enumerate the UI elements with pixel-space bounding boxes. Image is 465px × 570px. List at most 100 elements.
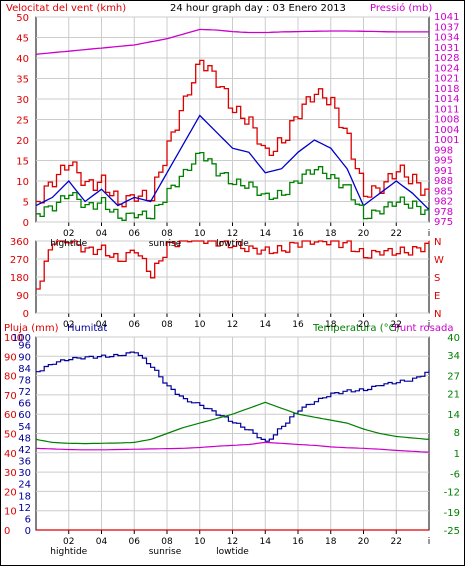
hour-label: 14 — [260, 320, 272, 330]
wind-direction-line — [36, 240, 430, 290]
temperature-tick-label: 40 — [447, 333, 460, 344]
temperature-tick-label: -6 — [450, 470, 460, 481]
humidity-tick-label: 18 — [18, 491, 31, 502]
humidity-tick-label: 72 — [18, 387, 31, 398]
hour-label: 18 — [325, 320, 337, 330]
hour-label: 06 — [129, 320, 141, 330]
event-label-sunrise: sunrise — [149, 547, 182, 557]
hour-label: 04 — [96, 320, 108, 330]
hour-label: i — [428, 537, 431, 547]
rain-tick-label: 50 — [4, 430, 17, 441]
hour-label: 02 — [63, 320, 74, 330]
hour-label: 14 — [260, 229, 272, 239]
rain-tick-label: 30 — [4, 468, 17, 479]
pressure-tick-label: 995 — [434, 156, 453, 167]
rain-tick-label: 40 — [4, 449, 17, 460]
pressure-tick-label: 998 — [434, 145, 453, 156]
hour-label: 02 — [63, 229, 74, 239]
humidity-tick-label: 24 — [18, 480, 31, 491]
wind-tick-label: 5 — [23, 198, 29, 209]
humidity-tick-label: 36 — [18, 457, 31, 468]
axis-ticks: 0510152025303540455097597898298598899199… — [4, 12, 460, 537]
rain-tick-label: 90 — [4, 352, 17, 363]
pressure-tick-label: 1037 — [434, 22, 459, 33]
humidity-title: Humitat — [67, 323, 107, 334]
temperature-tick-label: 14 — [447, 410, 460, 421]
pressure-tick-label: 1041 — [434, 12, 459, 23]
wind-title: Velocitat del vent (kmh) — [6, 3, 126, 14]
temperature-tick-label: 21 — [447, 389, 460, 400]
hour-label: 16 — [292, 229, 304, 239]
pressure-tick-label: 982 — [434, 197, 453, 208]
hour-label: 08 — [161, 320, 173, 330]
humidity-tick-label: 6 — [25, 514, 31, 525]
event-label-sunrise: sunrise — [149, 239, 182, 249]
hour-label: 04 — [96, 229, 108, 239]
rain-tick-label: 70 — [4, 391, 17, 402]
humidity-tick-label: 78 — [18, 375, 31, 386]
wind-tick-label: 0 — [23, 218, 29, 229]
hour-label: 18 — [325, 537, 337, 547]
humidity-tick-label: 96 — [18, 341, 31, 352]
hour-label: 04 — [96, 537, 108, 547]
temperature-line — [35, 401, 430, 445]
hour-label: i — [428, 229, 431, 239]
hour-label: i — [428, 320, 431, 330]
rain-tick-label: 100 — [4, 333, 23, 344]
wind-tick-label: 30 — [16, 95, 29, 106]
temperature-tick-label: -12 — [444, 487, 460, 498]
pressure-tick-label: 978 — [434, 207, 453, 218]
humidity-tick-label: 42 — [18, 445, 31, 456]
hour-label: 22 — [391, 229, 402, 239]
wind-gust-line — [36, 59, 430, 208]
hour-label: 10 — [194, 320, 206, 330]
compass-tick-label: N — [434, 237, 441, 248]
humidity-tick-label: 90 — [18, 352, 31, 363]
rain-title: Pluja (mm) — [4, 323, 59, 334]
pressure-tick-label: 1001 — [434, 135, 459, 146]
event-label-lowtide: lowtide — [216, 239, 249, 249]
direction-tick-label: 180 — [10, 273, 29, 284]
hour-label: 08 — [161, 229, 173, 239]
hour-label: 22 — [391, 537, 402, 547]
temperature-title: Temperatura (°C) — [312, 323, 400, 334]
temperature-tick-label: -19 — [444, 508, 460, 519]
time-axis-labels: 02 04 06 08 10 12 14 16 18 20 22 i hightide sunrise lo… — [50, 229, 430, 557]
wind-tick-label: 35 — [16, 75, 29, 86]
pressure-tick-label: 1034 — [434, 33, 459, 44]
pressure-tick-label: 1011 — [434, 104, 459, 115]
direction-tick-label: 90 — [16, 291, 29, 302]
event-label-hightide: hightide — [50, 547, 87, 557]
compass-tick-label: S — [434, 273, 440, 284]
rain-tick-label: 20 — [4, 487, 17, 498]
compass-tick-label: W — [434, 255, 444, 266]
direction-tick-label: 360 — [10, 237, 29, 248]
hour-label: 12 — [227, 320, 238, 330]
humidity-tick-label: 12 — [18, 503, 31, 514]
temperature-tick-label: 27 — [447, 372, 460, 383]
wind-tick-label: 10 — [16, 177, 29, 188]
hour-label: 20 — [358, 537, 370, 547]
hour-label: 06 — [129, 537, 141, 547]
temperature-tick-label: 8 — [454, 428, 460, 439]
hour-label: 20 — [358, 320, 370, 330]
humidity-tick-label: 84 — [18, 364, 31, 375]
humidity-tick-label: 54 — [18, 422, 31, 433]
pressure-tick-label: 985 — [434, 186, 453, 197]
hour-label: 12 — [227, 229, 238, 239]
pressure-tick-label: 1018 — [434, 84, 459, 95]
pressure-tick-label: 991 — [434, 166, 453, 177]
humidity-tick-label: 100 — [12, 333, 31, 344]
hour-label: 12 — [227, 537, 238, 547]
wind-tick-label: 40 — [16, 54, 29, 65]
wind-tick-label: 45 — [16, 34, 29, 45]
hour-label: 06 — [129, 229, 141, 239]
pressure-tick-label: 1021 — [434, 74, 459, 85]
temperature-tick-label: 34 — [447, 351, 460, 362]
graph-date-title: 24 hour graph day : 03 Enero 2013 — [170, 3, 346, 14]
hour-label: 08 — [161, 537, 173, 547]
humidity-tick-label: 66 — [18, 399, 31, 410]
event-label-lowtide: lowtide — [216, 547, 249, 557]
